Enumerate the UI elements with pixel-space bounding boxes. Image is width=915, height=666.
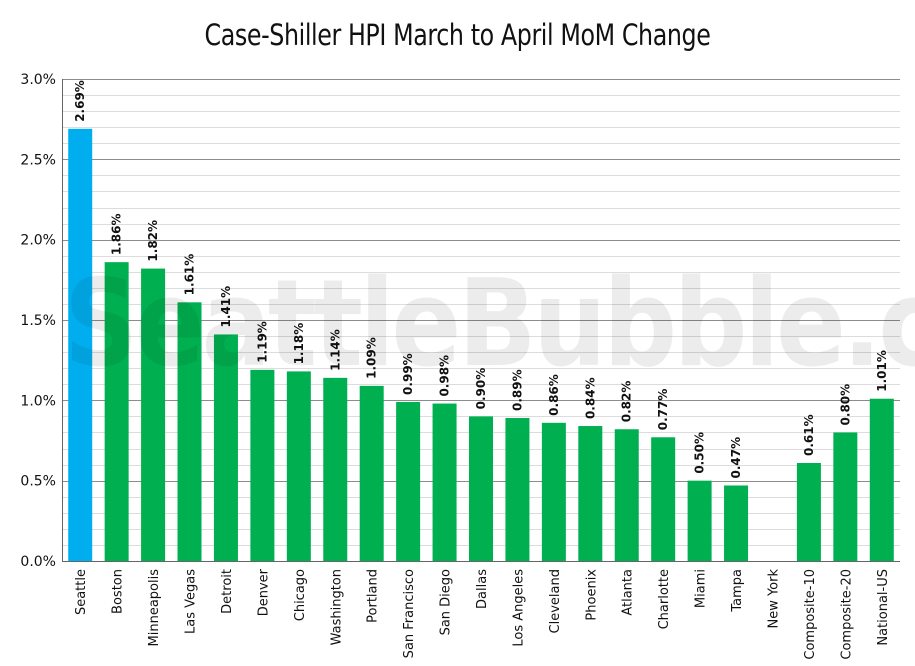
bar (614, 429, 639, 561)
category-label: Charlotte (657, 569, 672, 629)
data-label: 0.90% (474, 368, 488, 410)
y-tick-label: 0.5% (20, 474, 56, 490)
category-label: National-US (876, 569, 891, 646)
data-label: 1.61% (183, 254, 197, 296)
category-label: Seattle (74, 569, 89, 615)
data-label: 0.50% (693, 432, 707, 474)
data-label: 1.41% (219, 286, 233, 328)
data-label: 1.14% (328, 329, 342, 371)
bar (68, 128, 93, 561)
bar (250, 369, 275, 561)
category-label: Composite-20 (839, 569, 854, 660)
bar (687, 480, 712, 561)
category-label: Cleveland (548, 569, 563, 633)
category-label: Washington (329, 569, 344, 645)
data-label: 1.86% (110, 214, 124, 256)
data-label: 0.82% (620, 381, 634, 423)
bar (177, 302, 202, 561)
category-label: Las Vegas (184, 569, 199, 634)
data-label: 0.80% (838, 384, 852, 426)
category-label: Los Angeles (511, 569, 526, 647)
category-label: Boston (111, 569, 126, 614)
data-label: 0.89% (510, 369, 524, 411)
data-label: 0.99% (401, 353, 415, 395)
category-labels: Seattle Boston Minneapolis Las Vegas Detroit… (74, 568, 891, 659)
data-label: 0.84% (583, 377, 597, 419)
y-tick-label: 2.5% (20, 152, 56, 168)
category-label: Detroit (220, 569, 235, 614)
category-label: Miami (694, 569, 709, 608)
y-tick-label: 1.5% (20, 313, 56, 329)
category-label: Minneapolis (147, 569, 162, 647)
category-label: Atlanta (621, 569, 636, 616)
bar (359, 385, 384, 561)
data-label: 1.19% (255, 321, 269, 363)
data-label: 1.09% (365, 337, 379, 379)
category-label: Phoenix (584, 569, 599, 621)
data-label: 0.98% (438, 355, 452, 397)
category-label: San Francisco (402, 569, 417, 658)
y-tick-label: 1.0% (20, 393, 56, 409)
bar (724, 485, 749, 561)
data-label: 1.18% (292, 323, 306, 365)
category-label: Denver (256, 568, 271, 616)
data-labels: 2.69% 1.86% 1.82% 1.61% 1.41% 1.19% 1.18% 1.14%… (73, 80, 889, 478)
category-label: Tampa (730, 569, 745, 613)
data-label: 1.82% (146, 220, 160, 262)
bar (651, 437, 676, 561)
data-label: 0.77% (656, 389, 670, 431)
bar (469, 416, 493, 561)
y-tick-label: 0.0% (20, 554, 56, 570)
bar (323, 377, 348, 561)
category-label: Portland (366, 569, 381, 623)
data-label: 2.69% (73, 80, 87, 122)
category-label: Composite-10 (803, 569, 818, 660)
category-label: Dallas (475, 569, 490, 609)
bar (869, 398, 894, 561)
bar (541, 422, 566, 561)
bar (432, 403, 457, 561)
bar (141, 268, 166, 561)
bar (505, 418, 530, 561)
bar (286, 371, 311, 561)
data-label: 0.47% (729, 437, 743, 479)
axes: 0.0% 0.5% 1.0% 1.5% 2.0% 2.5% 3.0% (20, 72, 900, 570)
y-tick-label: 2.0% (20, 233, 56, 249)
category-label: New York (766, 569, 781, 629)
data-label: 0.61% (802, 414, 816, 456)
bar (104, 262, 129, 561)
category-label: San Diego (439, 569, 454, 635)
y-tick-label: 3.0% (20, 72, 56, 88)
bar (213, 334, 238, 561)
bar (833, 432, 858, 561)
bar (796, 462, 821, 561)
bar (396, 401, 421, 561)
bars (68, 128, 894, 561)
data-label: 0.86% (547, 374, 561, 416)
chart-title: Case-Shiller HPI March to April MoM Chan… (204, 18, 711, 52)
bar (578, 426, 603, 561)
category-label: Chicago (293, 569, 308, 621)
data-label: 1.01% (875, 350, 889, 392)
